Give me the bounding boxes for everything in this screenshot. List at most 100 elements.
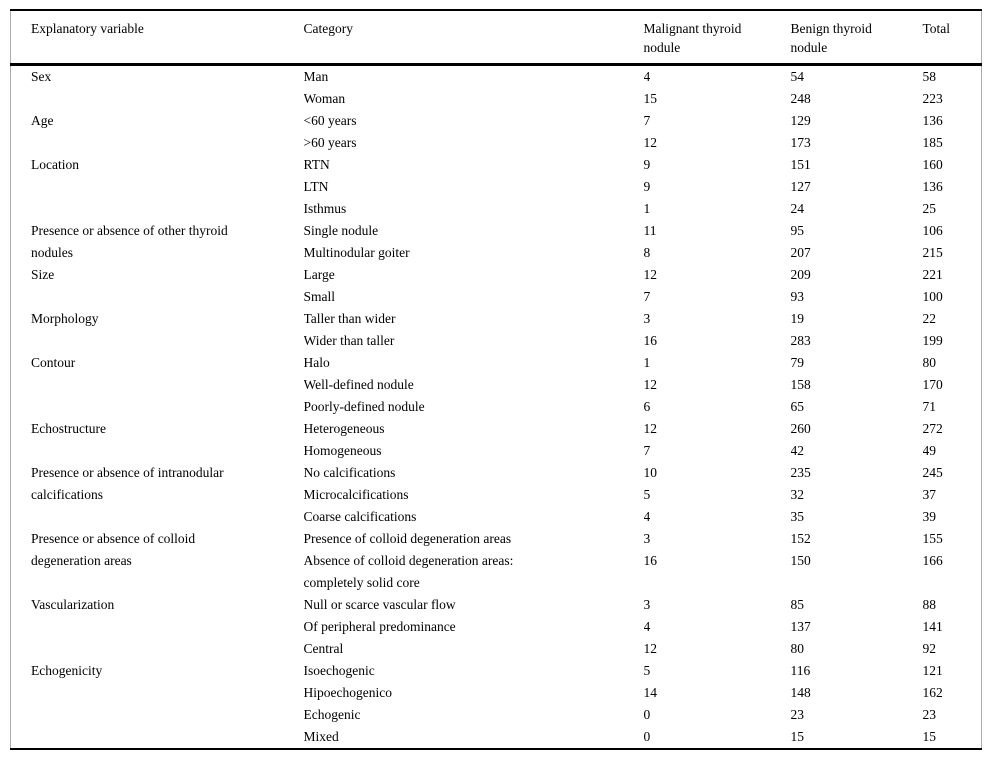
total-cell: 100 bbox=[922, 289, 943, 304]
category-cell: Echogenic bbox=[303, 707, 361, 722]
total-cell: 166 bbox=[922, 553, 943, 568]
category-cell: Isoechogenic bbox=[303, 663, 375, 678]
total-cell: 121 bbox=[922, 663, 943, 678]
table-row: Echogenic 0 23 23 bbox=[11, 704, 982, 726]
benign-cell: 248 bbox=[790, 91, 811, 106]
category-cell: Halo bbox=[303, 355, 330, 370]
category-cell: RTN bbox=[303, 157, 330, 172]
category-cell: Hipoechogenico bbox=[303, 685, 392, 700]
benign-cell: 150 bbox=[790, 553, 811, 568]
malignant-cell: 9 bbox=[643, 179, 651, 194]
total-cell: 245 bbox=[922, 465, 943, 480]
total-cell: 223 bbox=[922, 91, 943, 106]
category-cell: Central bbox=[303, 641, 344, 656]
table-row: Morphology Taller than wider 3 19 22 bbox=[11, 308, 982, 330]
benign-cell: 129 bbox=[790, 113, 811, 128]
variable-cell: Presence or absence of other thyroid nod… bbox=[31, 223, 228, 260]
category-cell: Man bbox=[303, 69, 329, 84]
malignant-cell: 12 bbox=[643, 377, 658, 392]
malignant-cell: 7 bbox=[643, 113, 651, 128]
category-cell: Small bbox=[303, 289, 336, 304]
benign-cell: 127 bbox=[790, 179, 811, 194]
category-cell: Large bbox=[303, 267, 335, 282]
category-cell: Absence of colloid degeneration areas: c… bbox=[303, 553, 514, 590]
benign-cell: 152 bbox=[790, 531, 811, 546]
header-row: Explanatory variable Category Malignant … bbox=[10, 10, 982, 65]
total-cell: 272 bbox=[922, 421, 943, 436]
malignant-cell: 10 bbox=[643, 465, 658, 480]
total-cell: 155 bbox=[922, 531, 943, 546]
table-row: Presence or absence of colloid degenerat… bbox=[11, 528, 982, 568]
benign-cell: 116 bbox=[790, 663, 811, 678]
benign-cell: 80 bbox=[790, 641, 805, 656]
malignant-cell: 14 bbox=[643, 685, 658, 700]
category-cell: Presence of colloid degeneration areas bbox=[303, 531, 512, 546]
category-cell: Well-defined nodule bbox=[303, 377, 414, 392]
category-cell: Microcalcifications bbox=[303, 487, 409, 502]
benign-cell: 79 bbox=[790, 355, 805, 370]
malignant-cell: 5 bbox=[643, 487, 651, 502]
table-row: Mixed 0 15 15 bbox=[11, 726, 982, 749]
total-cell: 80 bbox=[922, 355, 937, 370]
header-malignant-thyroid-nodule: Malignant thyroid nodule bbox=[643, 21, 742, 55]
variable-cell: Vascularization bbox=[31, 597, 115, 612]
benign-cell: 19 bbox=[790, 311, 805, 326]
total-cell: 37 bbox=[922, 487, 937, 502]
total-cell: 170 bbox=[922, 377, 943, 392]
total-cell: 23 bbox=[922, 707, 937, 722]
table-row: >60 years 12 173 185 bbox=[11, 132, 982, 154]
table-row: LTN 9 127 136 bbox=[11, 176, 982, 198]
total-cell: 221 bbox=[922, 267, 943, 282]
total-cell: 71 bbox=[922, 399, 937, 414]
table-row: Absence of colloid degeneration areas: c… bbox=[11, 550, 982, 594]
table-row: Location RTN 9 151 160 bbox=[11, 154, 982, 176]
benign-cell: 235 bbox=[790, 465, 811, 480]
variable-cell: Echogenicity bbox=[31, 663, 103, 678]
total-cell: 136 bbox=[922, 179, 943, 194]
total-cell: 160 bbox=[922, 157, 943, 172]
table-row: Wider than taller 16 283 199 bbox=[11, 330, 982, 352]
total-cell: 22 bbox=[922, 311, 937, 326]
category-cell: Woman bbox=[303, 91, 346, 106]
benign-cell: 137 bbox=[790, 619, 811, 634]
total-cell: 141 bbox=[922, 619, 943, 634]
total-cell: 162 bbox=[922, 685, 943, 700]
benign-cell: 151 bbox=[790, 157, 811, 172]
variable-cell: Contour bbox=[31, 355, 76, 370]
benign-cell: 93 bbox=[790, 289, 805, 304]
benign-cell: 32 bbox=[790, 487, 805, 502]
malignant-cell: 4 bbox=[643, 509, 651, 524]
benign-cell: 65 bbox=[790, 399, 805, 414]
malignant-cell: 8 bbox=[643, 245, 651, 260]
table-row: Poorly-defined nodule 6 65 71 bbox=[11, 396, 982, 418]
table-row: Multinodular goiter 8 207 215 bbox=[11, 242, 982, 264]
benign-cell: 148 bbox=[790, 685, 811, 700]
malignant-cell: 12 bbox=[643, 641, 658, 656]
table-header: Explanatory variable Category Malignant … bbox=[10, 10, 982, 65]
header-category: Category bbox=[303, 21, 354, 36]
benign-cell: 54 bbox=[790, 69, 805, 84]
variable-cell: Sex bbox=[31, 69, 52, 84]
malignant-cell: 11 bbox=[643, 223, 657, 238]
malignant-cell: 0 bbox=[643, 729, 651, 744]
malignant-cell: 12 bbox=[643, 421, 658, 436]
header-total: Total bbox=[922, 21, 951, 36]
table-row: Contour Halo 1 79 80 bbox=[11, 352, 982, 374]
malignant-cell: 7 bbox=[643, 443, 651, 458]
table-row: Hipoechogenico 14 148 162 bbox=[11, 682, 982, 704]
total-cell: 185 bbox=[922, 135, 943, 150]
malignant-cell: 16 bbox=[643, 553, 658, 568]
table-row: Presence or absence of other thyroid nod… bbox=[11, 220, 982, 260]
malignant-cell: 3 bbox=[643, 311, 651, 326]
category-cell: <60 years bbox=[303, 113, 357, 128]
variable-cell: Morphology bbox=[31, 311, 99, 326]
malignant-cell: 12 bbox=[643, 267, 658, 282]
thyroid-nodule-table: Explanatory variable Category Malignant … bbox=[10, 9, 982, 750]
benign-cell: 15 bbox=[790, 729, 805, 744]
total-cell: 58 bbox=[922, 69, 937, 84]
category-cell: Coarse calcifications bbox=[303, 509, 417, 524]
table-row: Central 12 80 92 bbox=[11, 638, 982, 660]
table-row: Coarse calcifications 4 35 39 bbox=[11, 506, 982, 528]
malignant-cell: 1 bbox=[643, 355, 651, 370]
category-cell: Isthmus bbox=[303, 201, 347, 216]
